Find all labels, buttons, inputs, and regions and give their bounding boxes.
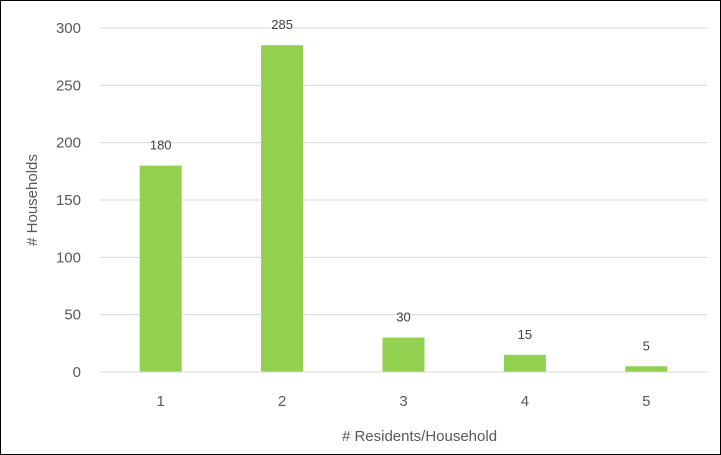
bars [139,45,668,372]
bar-5 [625,366,668,372]
y-tick-label: 50 [64,307,81,324]
bar-2 [261,45,304,372]
y-tick-label: 250 [56,77,81,94]
data-label-3: 30 [396,310,410,325]
y-axis-title: # Households [24,154,41,246]
y-tick-label: 150 [56,192,81,209]
x-axis-title: # Residents/Household [342,428,497,445]
data-label-4: 15 [518,327,532,342]
bar-4 [503,354,546,372]
y-tick-label: 200 [56,135,81,152]
y-tick-label: 0 [73,364,81,381]
data-label-5: 5 [643,338,650,353]
x-axis-ticks: 1 2 3 4 5 [157,393,651,410]
data-label-1: 180 [150,138,172,153]
y-axis-ticks: 0 50 100 150 200 250 300 [56,20,81,381]
x-tick-label-2: 2 [278,393,286,410]
gridlines [100,27,707,316]
x-tick-label-1: 1 [157,393,165,410]
bar-1 [139,165,182,372]
data-label-2: 285 [271,17,293,32]
x-tick-label-4: 4 [521,393,529,410]
x-tick-label-5: 5 [642,393,650,410]
y-tick-label: 300 [56,20,81,37]
data-labels: 180 285 30 15 5 [150,17,650,353]
y-tick-label: 100 [56,249,81,266]
bar-3 [382,337,425,372]
x-tick-label-3: 3 [399,393,407,410]
